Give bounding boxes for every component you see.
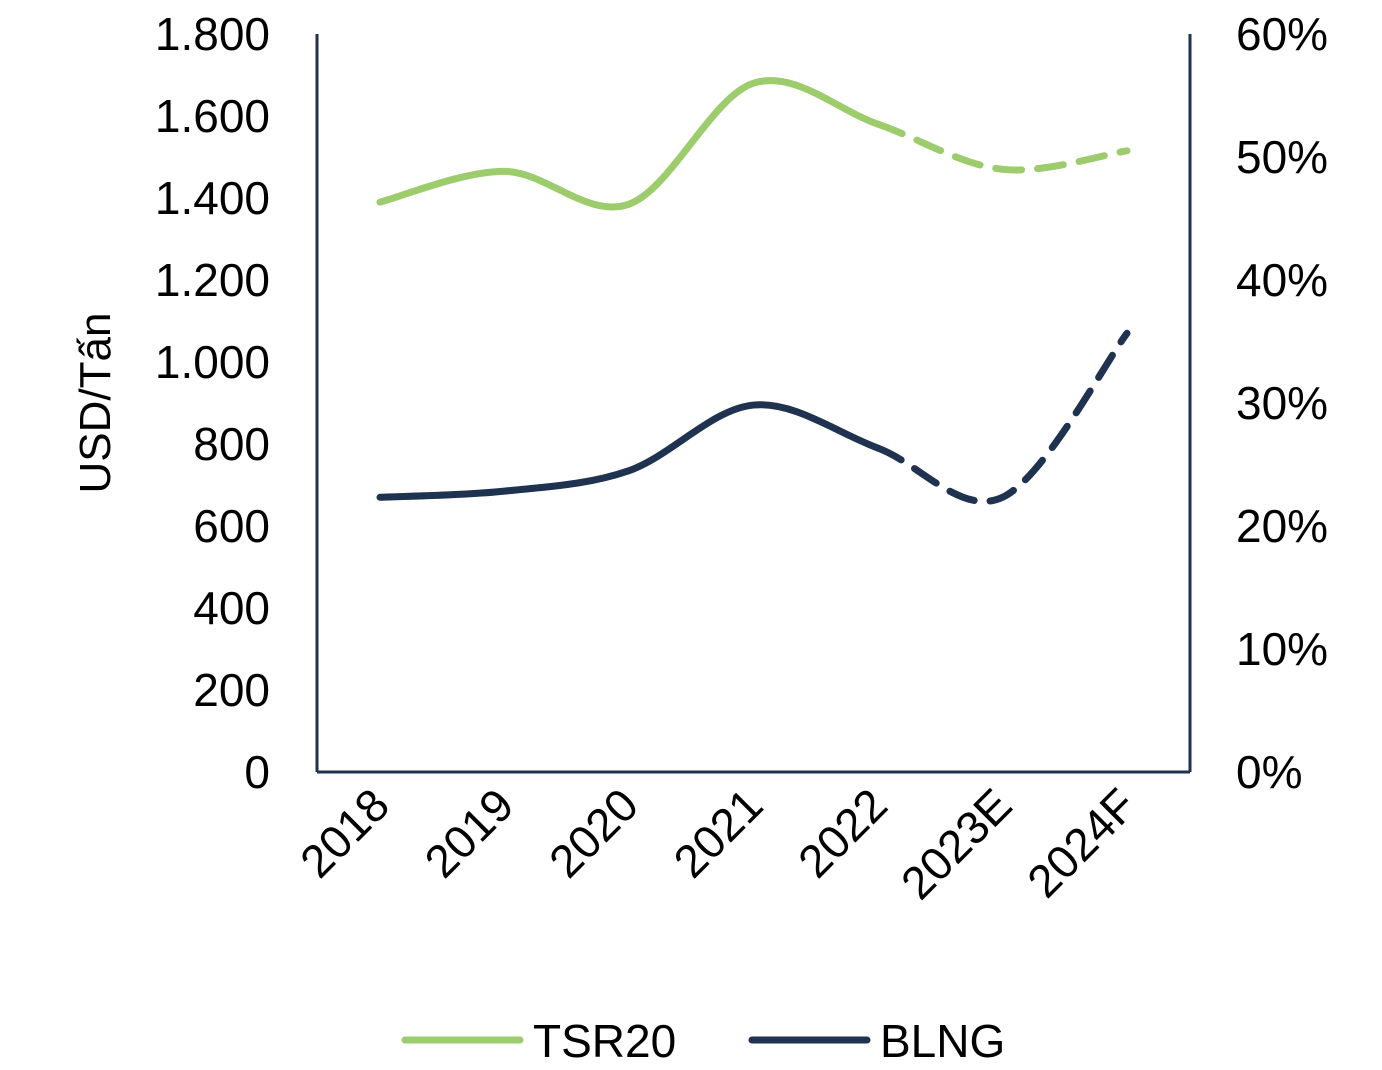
- x-tick-label: 2019: [414, 778, 523, 887]
- series-line-blng: [376, 401, 882, 501]
- series-forecast-line-blng: [874, 329, 1131, 505]
- left-tick-label: 0: [244, 746, 270, 798]
- right-tick-label: 10%: [1236, 623, 1328, 675]
- left-tick-label: 1.600: [155, 90, 270, 142]
- x-tick-label: 2021: [663, 778, 772, 887]
- series-layer: [376, 77, 1131, 505]
- right-tick-label: 0%: [1236, 746, 1302, 798]
- right-tick-labels: 0% 10% 20% 30% 40% 50% 60%: [1236, 8, 1328, 798]
- left-tick-label: 600: [193, 500, 270, 552]
- left-tick-label: 400: [193, 582, 270, 634]
- right-tick-label: 20%: [1236, 500, 1328, 552]
- x-tick-label: 2023E: [891, 778, 1022, 909]
- right-tick-label: 50%: [1236, 131, 1328, 183]
- left-axis-title: USD/Tấn: [71, 313, 120, 494]
- x-tick-label: 2022: [788, 778, 897, 887]
- left-tick-label: 1.800: [155, 8, 270, 60]
- x-tick-label: 2024F: [1017, 778, 1146, 907]
- series-forecast-line-tsr20: [874, 120, 1131, 174]
- left-tick-label: 1.000: [155, 336, 270, 388]
- right-tick-label: 60%: [1236, 8, 1328, 60]
- legend-label-tsr20: TSR20: [533, 1015, 676, 1067]
- legend-label-blng: BLNG: [880, 1015, 1005, 1067]
- right-tick-label: 30%: [1236, 377, 1328, 429]
- right-tick-label: 40%: [1236, 254, 1328, 306]
- left-tick-label: 1.400: [155, 172, 270, 224]
- x-tick-label: 2018: [290, 778, 399, 887]
- legend: TSR20 BLNG: [401, 1015, 1005, 1067]
- x-tick-label: 2020: [539, 778, 648, 887]
- left-tick-label: 800: [193, 418, 270, 470]
- series-line-tsr20: [376, 77, 882, 211]
- left-tick-label: 1.200: [155, 254, 270, 306]
- left-tick-label: 200: [193, 664, 270, 716]
- left-tick-labels: 0 200 400 600 800 1.000 1.200 1.400 1.600 1.800: [155, 8, 270, 798]
- chart-axes: [315, 34, 1192, 774]
